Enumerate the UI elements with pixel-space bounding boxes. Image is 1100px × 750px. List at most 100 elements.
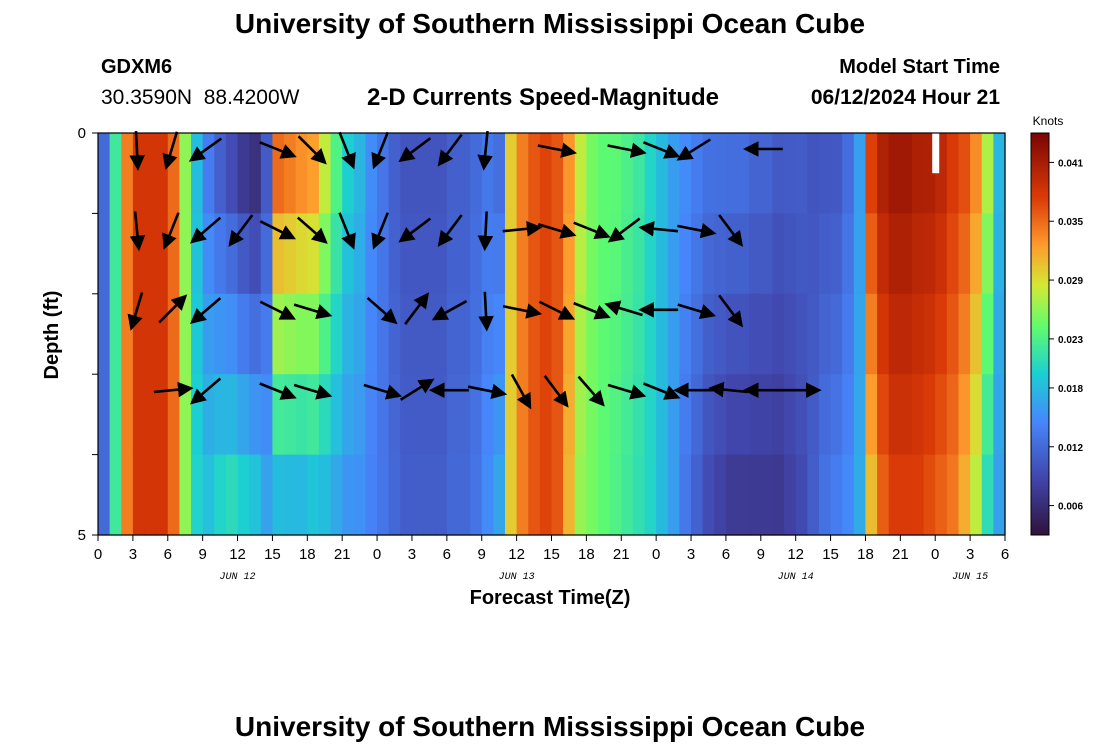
x-tick-label: 18 (299, 546, 316, 563)
heatmap-cell (516, 454, 529, 536)
date-label: JUN 12 (220, 572, 256, 583)
colorbar-tick-label: 0.035 (1058, 217, 1083, 228)
heatmap-cell (679, 454, 692, 536)
current-vector (543, 375, 569, 408)
heatmap-cell (470, 374, 483, 456)
current-vector (538, 300, 576, 320)
heatmap-cell (121, 374, 134, 456)
heatmap-cell (667, 213, 681, 295)
heatmap-cell (656, 454, 669, 536)
heatmap-cell (144, 133, 157, 214)
heatmap-cell (807, 374, 820, 456)
heatmap-cell (772, 293, 785, 375)
heatmap-cell (574, 454, 587, 536)
heatmap-cell (481, 133, 494, 214)
current-vector (437, 214, 463, 247)
heatmap-cell (365, 374, 378, 456)
heatmap-cell (888, 213, 901, 295)
heatmap-cell (377, 374, 390, 456)
current-vectors (127, 130, 822, 410)
heatmap-cell (388, 454, 401, 536)
current-vector (129, 130, 145, 171)
heatmap-cell (993, 293, 1006, 375)
heatmap-cell (411, 454, 425, 536)
heatmap-cell (214, 133, 227, 214)
main-title: University of Southern Mississippi Ocean… (234, 8, 866, 39)
current-vector (708, 381, 748, 398)
current-vector (642, 141, 681, 159)
heatmap-cell (795, 374, 808, 456)
heatmap-cell (202, 454, 215, 536)
current-vector (477, 211, 494, 252)
heatmap-cell (365, 454, 378, 536)
heatmap-cell (760, 133, 774, 214)
heatmap-cell (214, 454, 227, 536)
colorbar-tick-label: 0.023 (1058, 335, 1083, 346)
heatmap-cell (981, 133, 994, 214)
heatmap-cell (493, 213, 506, 295)
heatmap-cell (691, 374, 704, 456)
missing-data-marker (932, 133, 940, 174)
colorbar: Knots 0.006 0.012 0.018 0.023 0.029 0.035 0.04… (1030, 114, 1083, 536)
heatmap-cell (865, 454, 878, 536)
heatmap-cell (609, 213, 622, 295)
heatmap-cell (632, 213, 646, 295)
current-vector (188, 137, 223, 162)
x-tick-label: 6 (1001, 546, 1009, 563)
heatmap-cell (807, 293, 820, 375)
x-tick-label: 9 (478, 546, 486, 563)
heatmap-cell (295, 293, 308, 375)
heatmap-cell (225, 213, 239, 295)
current-vector (259, 141, 297, 159)
heatmap-cell (830, 293, 843, 375)
heatmap-cell (388, 133, 401, 214)
heatmap-cell (365, 133, 378, 214)
current-vector (404, 292, 430, 325)
heatmap-cell (307, 374, 320, 456)
heatmap-cell (528, 454, 541, 536)
current-vector (190, 297, 222, 325)
heatmap-cell (435, 293, 448, 375)
footer-title: University of Southern Mississippi Ocean… (234, 711, 866, 742)
current-vector (642, 382, 681, 400)
heatmap-cell (923, 293, 936, 375)
current-vector (607, 217, 641, 243)
heatmap-cell (574, 133, 587, 214)
heatmap-cell (970, 293, 983, 375)
x-tick-label: 6 (164, 546, 172, 563)
current-vector (677, 222, 717, 239)
heatmap-cell (714, 213, 727, 295)
heatmap-cell (981, 454, 994, 536)
heatmap-cell (330, 213, 343, 295)
heatmap-cell (981, 293, 994, 375)
heatmap-cells (98, 133, 1006, 536)
x-tick-label: 0 (652, 546, 660, 563)
heatmap-cell (784, 374, 797, 456)
heatmap-cell (504, 374, 518, 456)
heatmap-cell (539, 293, 553, 375)
heatmap-cell (598, 213, 611, 295)
heatmap-cell (191, 133, 204, 214)
current-vector (190, 216, 222, 244)
heatmap-cell (656, 293, 669, 375)
heatmap-cell (702, 374, 715, 456)
heatmap-cell (853, 374, 867, 456)
current-vector (573, 301, 611, 320)
current-vector (162, 212, 180, 250)
heatmap-cell (504, 454, 518, 536)
current-vector (718, 294, 744, 328)
heatmap-cell (214, 374, 227, 456)
heatmap-cell (144, 454, 157, 536)
heatmap-cell (121, 133, 134, 214)
heatmap-cell (946, 213, 960, 295)
heatmap-cell (458, 374, 471, 456)
current-vector (400, 378, 435, 401)
heatmap-cell (458, 293, 471, 375)
heatmap-cell (563, 133, 576, 214)
heatmap-cell (981, 374, 994, 456)
heatmap-cell (830, 454, 843, 536)
heatmap-cell (284, 454, 297, 536)
heatmap-cell (191, 293, 204, 375)
heatmap-cell (342, 374, 355, 456)
heatmap-cell (307, 293, 320, 375)
